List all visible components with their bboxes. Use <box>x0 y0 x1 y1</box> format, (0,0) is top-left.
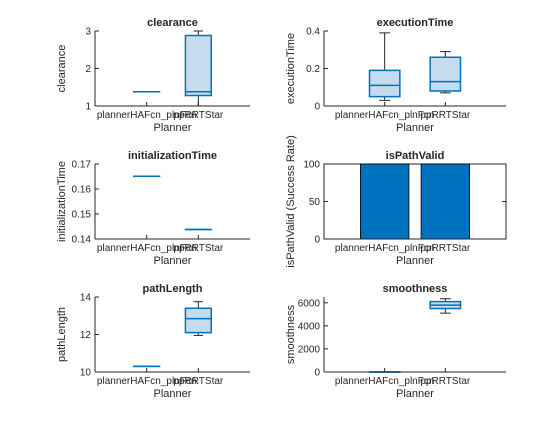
y-tick-label: 0 <box>314 235 320 246</box>
bar-ppRRTStar <box>421 164 470 239</box>
y-tick-label: 6000 <box>298 298 321 309</box>
x-axis-label: Planner <box>154 255 192 267</box>
subplot-initializationTime: 0.140.150.160.17plannerHAFcn_plnFcnppRRT… <box>56 150 250 267</box>
box-ppRRTStar <box>185 31 211 106</box>
x-axis-label: Planner <box>396 388 434 400</box>
x-tick-label: ppRRTStar <box>173 243 224 254</box>
x-tick-label: ppRRTStar <box>420 110 471 121</box>
iqr-box <box>430 57 460 91</box>
y-axis-label: clearance <box>56 45 68 93</box>
x-axis-label: Planner <box>154 388 192 400</box>
plot-area <box>324 164 506 239</box>
y-tick-label: 0.2 <box>306 64 320 75</box>
x-axis-label: Planner <box>396 255 434 267</box>
iqr-box <box>185 308 211 332</box>
plot-area <box>324 297 506 372</box>
bar-plannerHAFcn_plnFcn <box>360 164 409 239</box>
plot-area <box>95 31 250 106</box>
iqr-box <box>370 70 400 96</box>
x-tick-label: ppRRTStar <box>173 376 224 387</box>
plot-area <box>324 31 506 106</box>
subplot-title: executionTime <box>377 17 454 29</box>
y-tick-label: 0.16 <box>72 185 92 196</box>
y-tick-label: 3 <box>85 27 91 38</box>
y-tick-label: 0 <box>314 368 320 379</box>
subplot-executionTime: 00.20.4plannerHAFcn_plnFcnppRRTStarexecu… <box>285 17 506 134</box>
subplot-pathLength: 101214plannerHAFcn_plnFcnppRRTStarpathLe… <box>56 283 250 400</box>
box-ppRRTStar <box>430 52 460 93</box>
subplot-title: clearance <box>147 17 198 29</box>
subplot-clearance: 123plannerHAFcn_plnFcnppRRTStarclearance… <box>56 17 250 134</box>
plot-area <box>95 297 250 372</box>
subplot-title: initializationTime <box>128 150 217 162</box>
y-axis-label: executionTime <box>285 33 297 104</box>
y-axis-label: pathLength <box>56 307 68 362</box>
x-tick-label: ppRRTStar <box>420 243 471 254</box>
y-tick-label: 4000 <box>298 321 321 332</box>
y-tick-label: 2000 <box>298 344 321 355</box>
y-tick-label: 0.15 <box>72 210 92 221</box>
plot-area <box>95 164 250 239</box>
y-tick-label: 1 <box>85 102 91 113</box>
subplot-isPathValid: 050100plannerHAFcn_plnFcnppRRTStarisPath… <box>285 135 506 267</box>
subplot-title: pathLength <box>143 283 203 295</box>
subplot-title: smoothness <box>383 283 448 295</box>
subplot-smoothness: 0200040006000plannerHAFcn_plnFcnppRRTSta… <box>285 283 506 400</box>
subplot-title: isPathValid <box>386 150 445 162</box>
x-tick-label: ppRRTStar <box>420 376 471 387</box>
y-tick-label: 14 <box>80 293 92 304</box>
y-tick-label: 2 <box>85 64 91 75</box>
y-axis-label: isPathValid (Success Rate) <box>285 135 297 267</box>
y-tick-label: 0.4 <box>306 27 320 38</box>
y-tick-label: 0.14 <box>72 235 92 246</box>
x-tick-label: ppRRTStar <box>173 110 224 121</box>
y-tick-label: 0.17 <box>72 160 92 171</box>
y-tick-label: 50 <box>309 197 321 208</box>
x-axis-label: Planner <box>154 122 192 134</box>
y-axis-label: smoothness <box>285 304 297 364</box>
iqr-box <box>185 36 211 96</box>
y-tick-label: 100 <box>303 160 320 171</box>
y-tick-label: 0 <box>314 102 320 113</box>
y-tick-label: 12 <box>80 330 92 341</box>
y-axis-label: initializationTime <box>56 161 68 242</box>
y-tick-label: 10 <box>80 368 92 379</box>
x-axis-label: Planner <box>396 122 434 134</box>
